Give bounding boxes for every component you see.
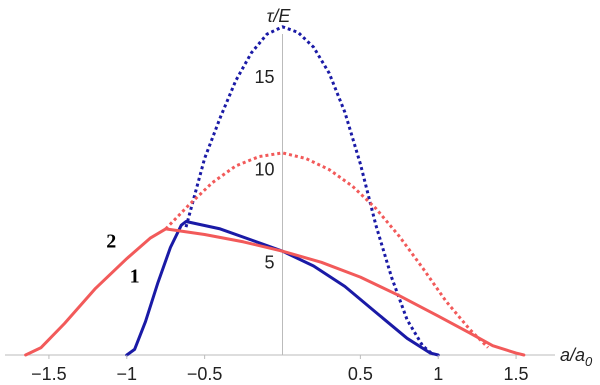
x-tick-label: 0.5 xyxy=(348,364,373,384)
series-group xyxy=(24,25,526,357)
y-tick-label: 5 xyxy=(264,252,274,272)
x-axis-label-subscript: 0 xyxy=(585,354,593,369)
x-tick-label: −1.5 xyxy=(31,364,67,384)
x-axis-label-main: a/a xyxy=(560,345,585,365)
curve-label-1: 1 xyxy=(130,266,140,288)
y-tick-label: 10 xyxy=(254,160,274,180)
series-red-dotted-line xyxy=(164,151,490,349)
x-tick-label: −1 xyxy=(117,364,138,384)
series-blue-solid-line xyxy=(125,220,440,357)
tick-labels: −1.5 −1 −0.5 0.5 1 1.5 5 10 15 xyxy=(31,67,528,384)
curve-labels: 12 xyxy=(106,230,139,287)
x-tick-label: 1.5 xyxy=(504,364,529,384)
y-tick-label: 15 xyxy=(254,67,274,87)
series-red-solid-line xyxy=(24,227,526,357)
axes xyxy=(5,34,555,356)
series-blue-dotted-line xyxy=(184,25,435,357)
curve-label-2: 2 xyxy=(106,230,116,252)
x-tick-label: −0.5 xyxy=(187,364,223,384)
y-axis-label: τ/E xyxy=(267,6,292,26)
x-tick-label: 1 xyxy=(433,364,443,384)
x-axis-label: a/a0 xyxy=(560,345,593,369)
